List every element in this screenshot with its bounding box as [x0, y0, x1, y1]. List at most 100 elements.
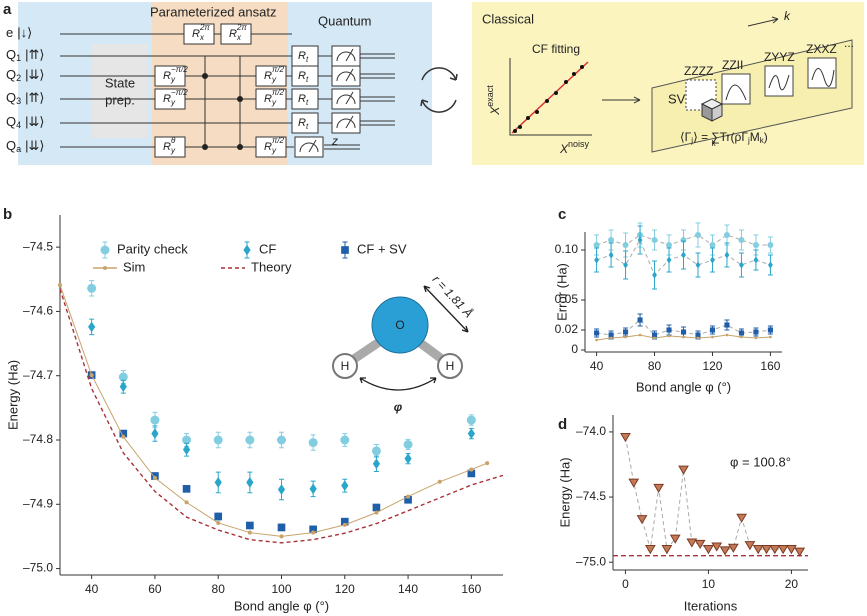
- gate-sub: y: [271, 146, 277, 155]
- marker: [119, 429, 128, 438]
- state-prep-label: State: [105, 75, 135, 90]
- marker: [738, 237, 745, 243]
- gate: [220, 23, 252, 45]
- y-tick-label: –74.7: [23, 368, 53, 382]
- marker: [694, 232, 701, 238]
- marker: [595, 338, 598, 342]
- gate-label: Rt: [298, 70, 309, 84]
- angle-arrow: [359, 377, 437, 391]
- gate-label: Rt: [298, 117, 309, 131]
- x-axis-label: Bond angle φ (°): [234, 598, 329, 613]
- gate: [154, 88, 186, 110]
- marker: [608, 251, 614, 259]
- qubit-label: Qa |⇊⟩: [6, 138, 44, 154]
- measurement-dial: [336, 91, 356, 105]
- x-tick-label: 100: [271, 582, 291, 596]
- marker: [769, 335, 772, 339]
- marker: [709, 242, 716, 248]
- gate-sup: −π/2: [171, 65, 188, 74]
- sv-label: SV: [668, 91, 686, 106]
- bond-arrow: [423, 285, 469, 333]
- gate-sup: θ: [171, 136, 176, 145]
- marker: [754, 336, 758, 340]
- panel-label: a: [3, 1, 12, 18]
- x-exact-label: Xexact: [485, 85, 502, 116]
- gate-base: R: [298, 93, 306, 105]
- marker: [608, 237, 615, 243]
- marker: [622, 242, 629, 248]
- marker: [216, 520, 221, 525]
- qubit-label: Q4 |⇊⟩: [6, 114, 44, 130]
- qubit-name: Q: [6, 90, 16, 105]
- sv-curves: [725, 68, 835, 101]
- marker: [680, 329, 687, 335]
- marker: [777, 545, 789, 555]
- formula: ⟨Γj⟩ = ∑k Tr(ρΓjMk): [680, 130, 768, 148]
- marker: [652, 271, 657, 279]
- qubit-state: |⇊⟩: [25, 138, 44, 153]
- marker: [711, 542, 723, 552]
- x-axis-label: Bond angle φ (°): [636, 379, 731, 394]
- y-tick-label: –74.0: [576, 424, 606, 438]
- qubit-index: a: [16, 144, 21, 154]
- gate-sub: y: [170, 146, 176, 155]
- marker: [485, 461, 490, 466]
- legend-label: Theory: [251, 259, 292, 274]
- qubit-index: 1: [16, 53, 21, 63]
- y-tick-label: 0.02: [555, 322, 579, 336]
- marker: [694, 539, 706, 549]
- x-noisy-sup: noisy: [568, 139, 590, 149]
- marker: [89, 373, 94, 378]
- marker: [594, 256, 599, 264]
- marker: [695, 332, 701, 338]
- y-tick-label: –74.8: [23, 432, 53, 446]
- marker: [696, 336, 700, 340]
- cycle-arrow-head: [420, 99, 429, 107]
- marker: [725, 333, 729, 337]
- qubit-label: Q2 |⇊⟩: [6, 67, 44, 83]
- marker: [711, 335, 714, 339]
- marker: [308, 438, 318, 448]
- marker: [719, 546, 731, 556]
- marker: [469, 467, 474, 472]
- marker: [309, 525, 317, 534]
- marker: [119, 381, 127, 393]
- marker: [150, 415, 160, 425]
- formula-sum: ∑: [711, 130, 720, 144]
- marker: [182, 444, 191, 456]
- marker: [769, 545, 781, 555]
- z-label: z: [331, 134, 338, 148]
- marker: [623, 329, 629, 335]
- k-arrow: [747, 16, 779, 27]
- measurement-dial: [299, 139, 319, 153]
- y-axis-label: Energy (Ha): [5, 360, 20, 430]
- marker: [593, 242, 600, 248]
- marker: [753, 256, 759, 264]
- cycle-arrow: [421, 67, 457, 81]
- atom-label: H: [446, 359, 455, 373]
- marker: [752, 545, 764, 555]
- state-prep-label: prep.: [105, 92, 135, 107]
- marker: [709, 327, 716, 333]
- marker: [406, 494, 411, 499]
- x-tick-label: 80: [648, 359, 662, 373]
- gate: [291, 112, 319, 134]
- x-tick-label: 40: [590, 359, 604, 373]
- gate-base: R: [264, 141, 272, 153]
- gate-base: R: [163, 141, 171, 153]
- x-exact-sup: exact: [485, 85, 495, 107]
- marker: [752, 242, 759, 248]
- marker: [594, 330, 600, 336]
- marker: [467, 469, 476, 478]
- marker: [213, 435, 223, 445]
- x-tick-label: 140: [398, 582, 418, 596]
- marker: [245, 435, 255, 445]
- qubit-label: e |↓⟩: [6, 25, 32, 40]
- marker: [761, 545, 772, 555]
- x-tick-label: 80: [212, 582, 226, 596]
- marker: [681, 251, 686, 259]
- x-tick-label: 60: [148, 582, 162, 596]
- y-axis-label: Energy (Ha): [557, 457, 572, 527]
- inset-point: [545, 99, 549, 103]
- marker: [404, 495, 412, 504]
